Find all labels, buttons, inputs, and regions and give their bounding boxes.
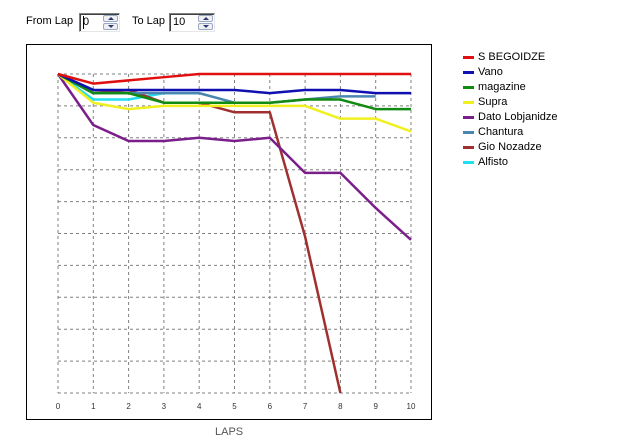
legend-label: Vano — [478, 66, 503, 78]
arrow-up-icon — [108, 17, 114, 20]
to-lap-spinner[interactable]: 10 — [169, 13, 215, 32]
arrow-down-icon — [108, 25, 114, 28]
legend-label: Chantura — [478, 126, 524, 138]
x-tick-label: 1 — [91, 402, 96, 411]
from-lap-decrement-button[interactable] — [103, 23, 118, 30]
x-tick-label: 2 — [126, 402, 131, 411]
arrow-up-icon — [203, 17, 209, 20]
to-lap-decrement-button[interactable] — [198, 23, 213, 30]
legend-swatch — [463, 116, 474, 119]
x-tick-label: 3 — [162, 402, 167, 411]
to-lap-increment-button[interactable] — [198, 15, 213, 22]
chart-panel: 0 1 2 3 4 5 6 7 8 9 10 — [26, 44, 432, 420]
x-tick-label: 10 — [407, 402, 416, 411]
x-tick-label: 4 — [197, 402, 202, 411]
series-line — [57, 73, 412, 133]
legend-swatch — [463, 101, 474, 104]
series-line — [57, 72, 411, 85]
to-lap-value[interactable]: 10 — [173, 16, 186, 28]
text-caret — [83, 16, 84, 29]
x-axis-label: LAPS — [215, 426, 244, 438]
legend-label: Dato Lobjanidze — [478, 111, 558, 123]
to-lap-label: To Lap — [132, 15, 166, 27]
legend-swatch — [463, 56, 474, 59]
x-tick-label: 5 — [232, 402, 237, 411]
lap-position-chart: 0 1 2 3 4 5 6 7 8 9 10 — [56, 72, 416, 411]
legend-swatch — [463, 161, 474, 164]
from-lap-value[interactable]: 0 — [83, 16, 90, 28]
legend-label: magazine — [478, 81, 526, 93]
legend-label: Supra — [478, 96, 508, 108]
arrow-down-icon — [203, 25, 209, 28]
legend-swatch — [463, 146, 474, 149]
series-line — [57, 72, 411, 95]
x-tick-label: 6 — [268, 402, 273, 411]
x-tick-label: 0 — [56, 402, 61, 411]
from-lap-spinner[interactable]: 0 — [79, 13, 120, 32]
x-tick-label: 9 — [373, 402, 378, 411]
legend-label: S BEGOIDZE — [478, 51, 546, 63]
x-tick-label: 8 — [338, 402, 343, 411]
from-lap-increment-button[interactable] — [103, 15, 118, 22]
legend-label: Alfisto — [478, 156, 508, 168]
legend-swatch — [463, 131, 474, 134]
legend-swatch — [463, 86, 474, 89]
legend-label: Gio Nozadze — [478, 141, 542, 153]
legend-swatch — [463, 71, 474, 74]
series-line — [57, 72, 411, 111]
from-lap-label: From Lap — [26, 15, 74, 27]
x-tick-label: 7 — [303, 402, 308, 411]
series-line — [56, 73, 412, 241]
